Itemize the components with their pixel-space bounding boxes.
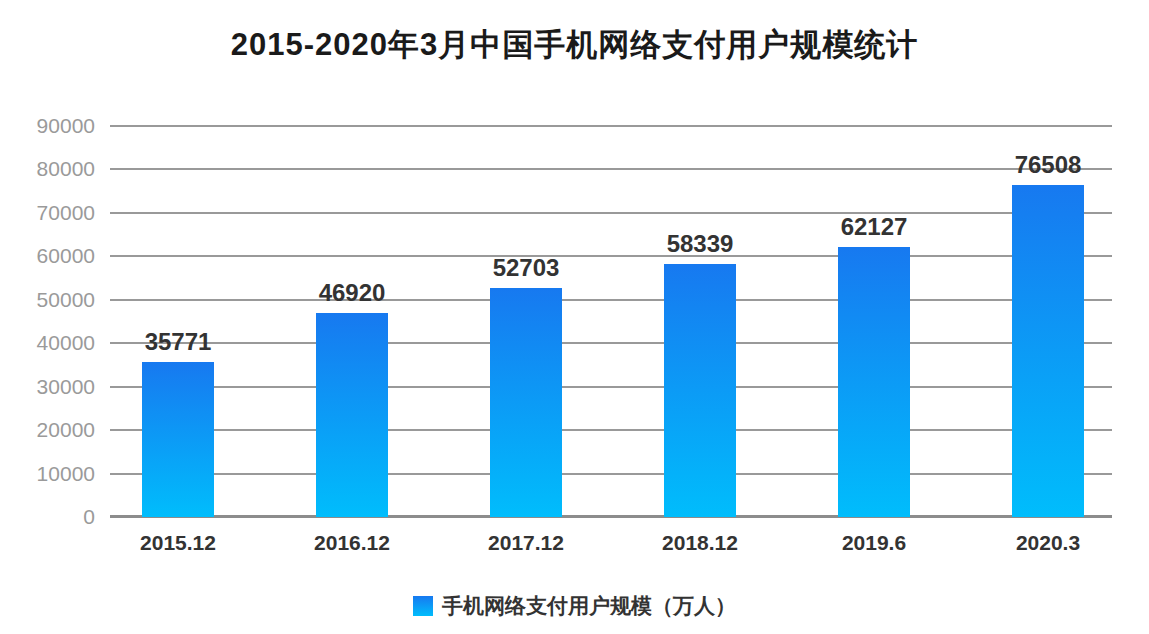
plot-area [110,126,1112,517]
bar-2018.12 [664,264,736,517]
legend: 手机网络支付用户规模（万人） [0,592,1149,620]
y-tick-label-80000: 80000 [0,158,95,180]
y-tick-label-50000: 50000 [0,289,95,311]
bar-value-label-2019.6: 62127 [804,214,944,240]
gridline-90000 [110,125,1112,127]
x-tick-label-2016.12: 2016.12 [277,531,427,555]
x-tick-label-2015.12: 2015.12 [103,531,253,555]
gridline-60000 [110,255,1112,257]
gridline-70000 [110,212,1112,214]
gridline-20000 [110,429,1112,431]
y-tick-label-40000: 40000 [0,332,95,354]
gridline-80000 [110,168,1112,170]
bar-value-label-2018.12: 58339 [630,231,770,257]
bar-2015.12 [142,362,214,517]
y-tick-label-70000: 70000 [0,202,95,224]
legend-label: 手机网络支付用户规模（万人） [442,592,736,620]
gridline-30000 [110,386,1112,388]
gridline-50000 [110,299,1112,301]
bar-2019.6 [838,247,910,517]
bar-2020.3 [1012,185,1084,517]
x-axis-line [110,515,1112,518]
y-tick-label-30000: 30000 [0,376,95,398]
bar-2016.12 [316,313,388,517]
x-tick-label-2018.12: 2018.12 [625,531,775,555]
y-tick-label-10000: 10000 [0,463,95,485]
x-tick-label-2017.12: 2017.12 [451,531,601,555]
x-tick-label-2020.3: 2020.3 [973,531,1123,555]
bar-value-label-2017.12: 52703 [456,255,596,281]
bar-2017.12 [490,288,562,517]
y-tick-label-60000: 60000 [0,245,95,267]
bar-value-label-2016.12: 46920 [282,280,422,306]
chart-page: 2015-2020年3月中国手机网络支付用户规模统计 手机网络支付用户规模（万人… [0,0,1149,634]
y-tick-label-90000: 90000 [0,115,95,137]
legend-swatch-icon [413,596,433,616]
x-tick-label-2019.6: 2019.6 [799,531,949,555]
bar-value-label-2020.3: 76508 [978,152,1118,178]
y-tick-label-0: 0 [0,506,95,528]
y-tick-label-20000: 20000 [0,419,95,441]
bar-value-label-2015.12: 35771 [108,329,248,355]
gridline-10000 [110,473,1112,475]
chart-title: 2015-2020年3月中国手机网络支付用户规模统计 [0,24,1149,66]
gridline-40000 [110,342,1112,344]
